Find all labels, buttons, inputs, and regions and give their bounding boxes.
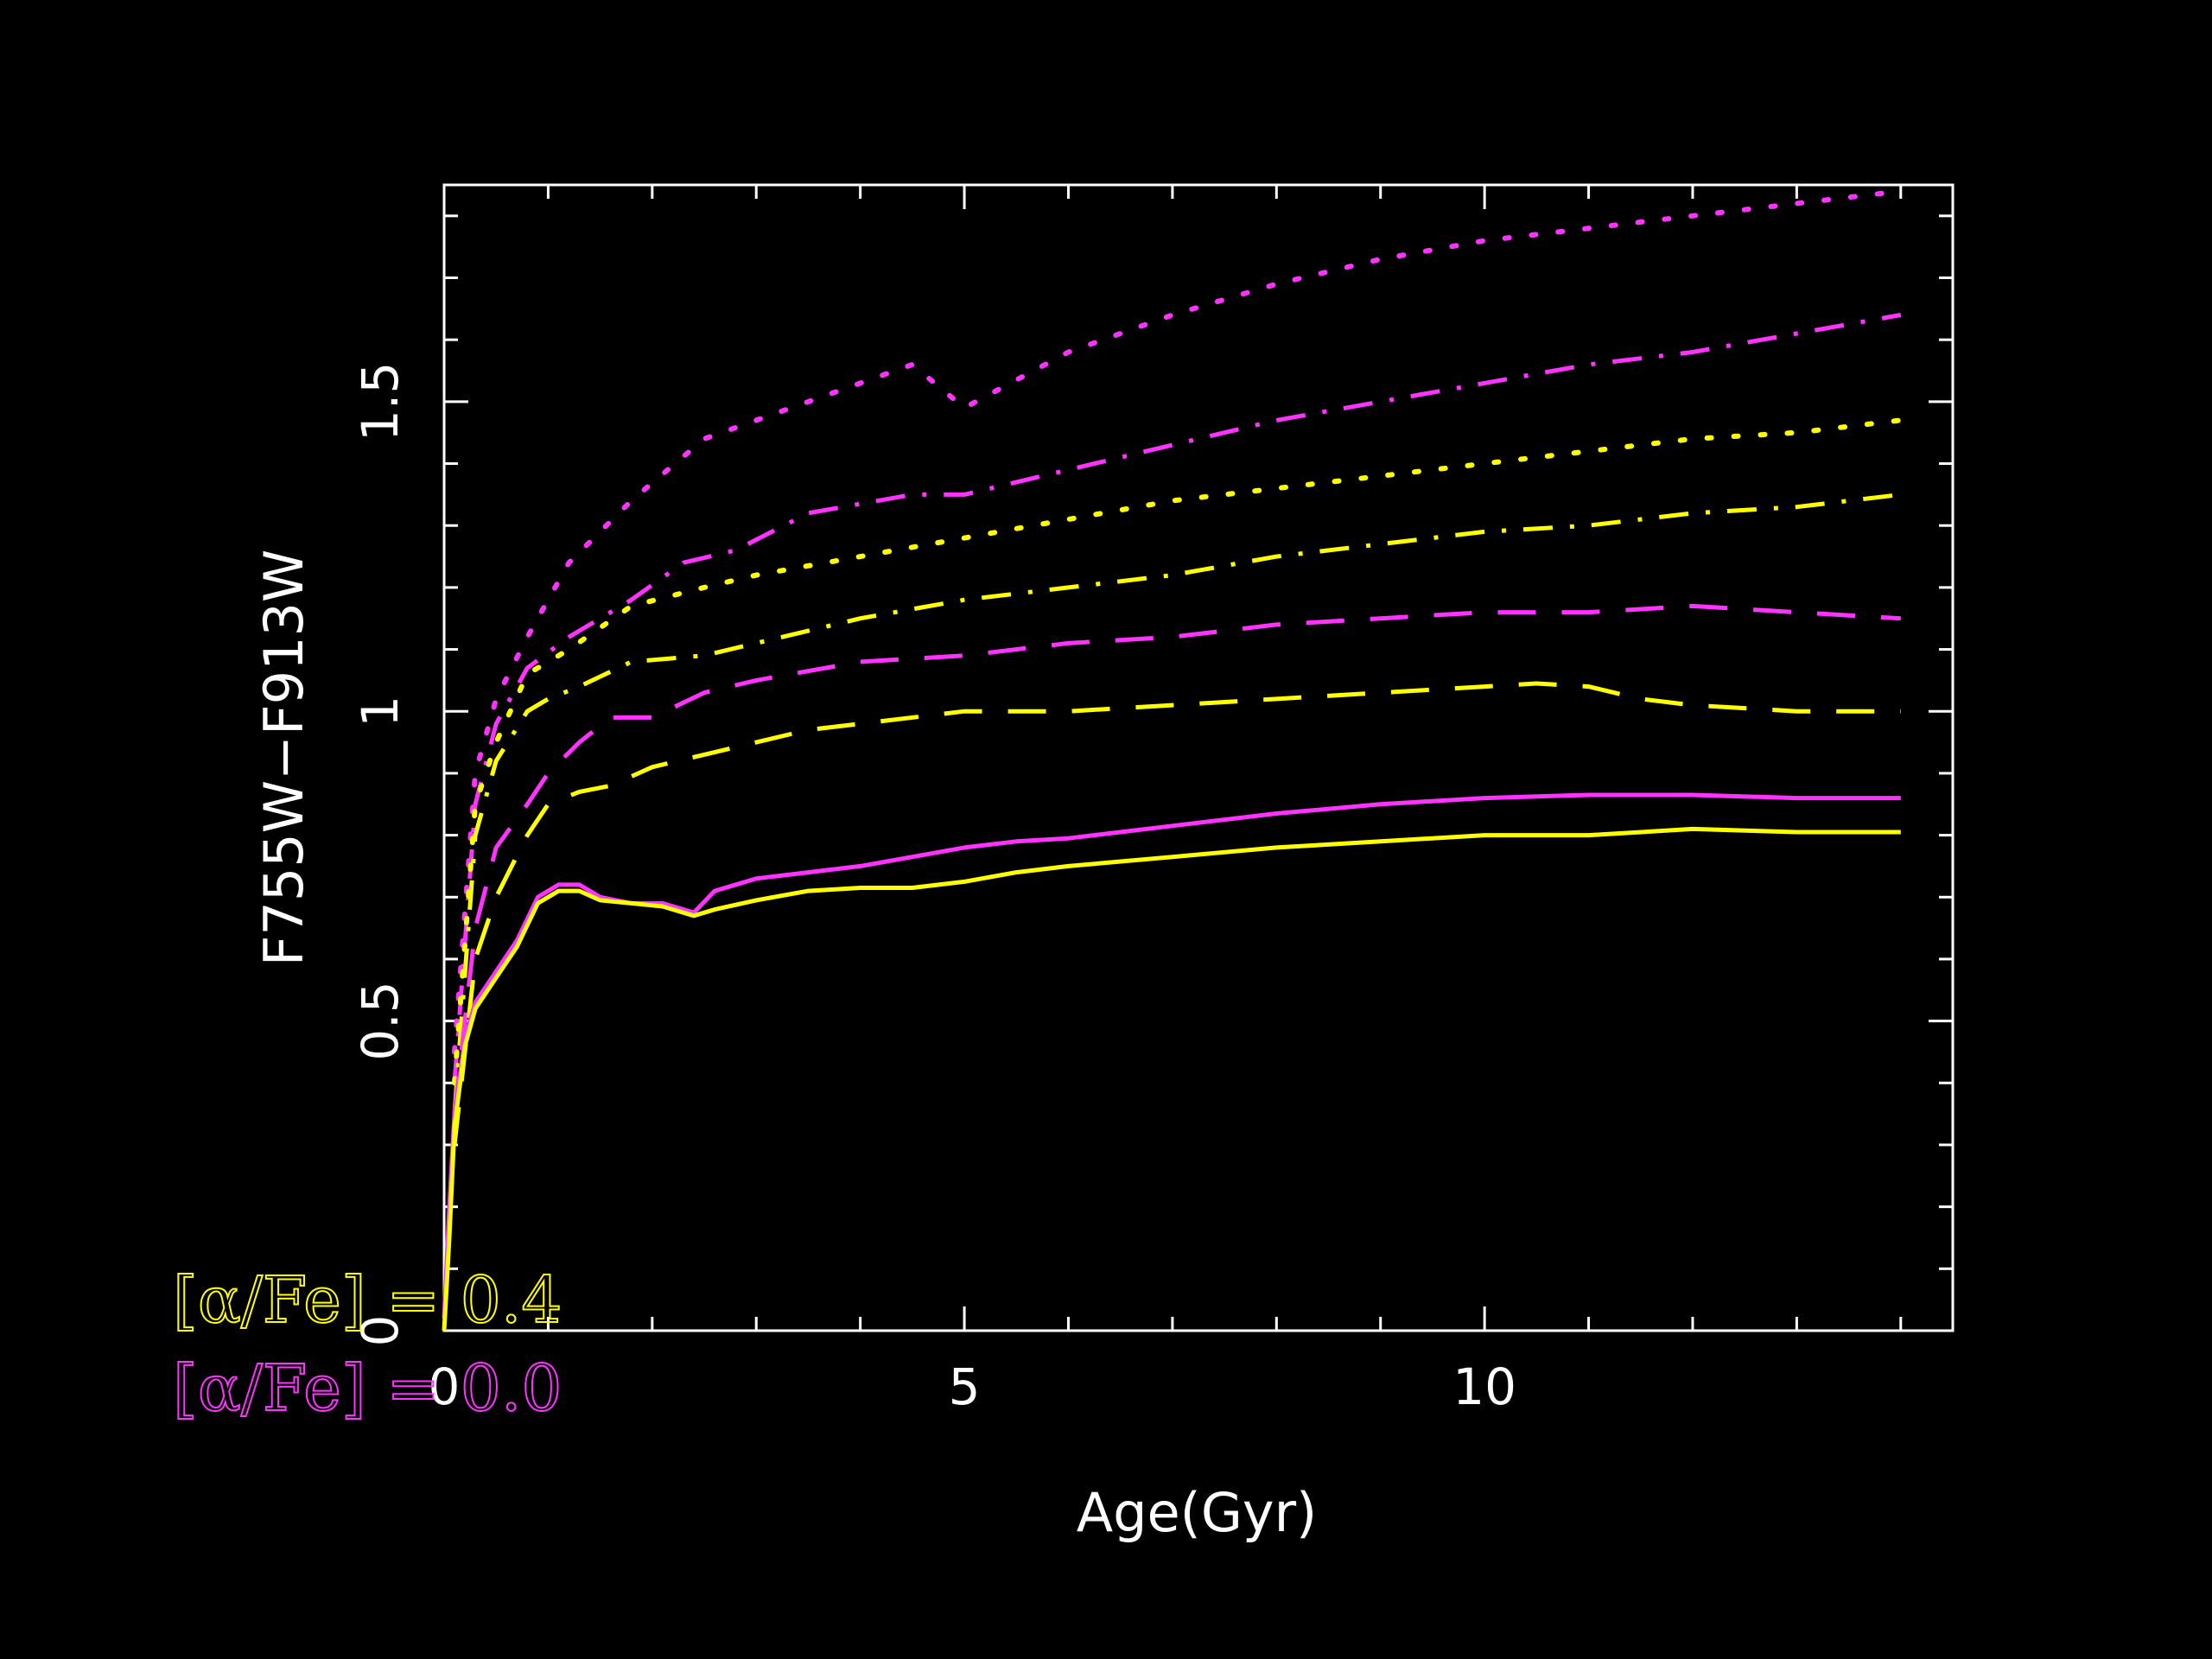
series-line-7 (442, 826, 1901, 1332)
series-line-1 (452, 313, 1902, 1084)
y-tick-label: 1 (351, 696, 410, 728)
tick-labels: 0 5 10 0 0.5 1 1.5 (351, 362, 1516, 1416)
y-tick-label: 0 (351, 1315, 410, 1347)
series-line-5 (452, 681, 1901, 1146)
x-tick-label: 5 (949, 1357, 981, 1416)
x-tick-label: 0 (429, 1357, 461, 1416)
series-line-4 (452, 603, 1901, 1115)
legend-entry-alpha-0-4: [α/Fe] = 0.4 (173, 1263, 562, 1338)
x-axis-label: Age(Gyr) (1077, 1481, 1318, 1544)
series-line-3 (452, 492, 1902, 1115)
x-tick-label: 10 (1452, 1357, 1516, 1416)
legend-entry-alpha-0-0: [α/Fe] = 0.0 (173, 1351, 562, 1426)
plot-frame (442, 183, 1955, 1332)
series-line-6 (442, 792, 1901, 1319)
series-layer (442, 188, 1904, 1332)
y-tick-label: 1.5 (351, 362, 410, 442)
y-tick-label: 0.5 (351, 981, 410, 1060)
y-axis-label: F755W−F913W (252, 550, 315, 967)
series-line-2 (452, 417, 1904, 1086)
